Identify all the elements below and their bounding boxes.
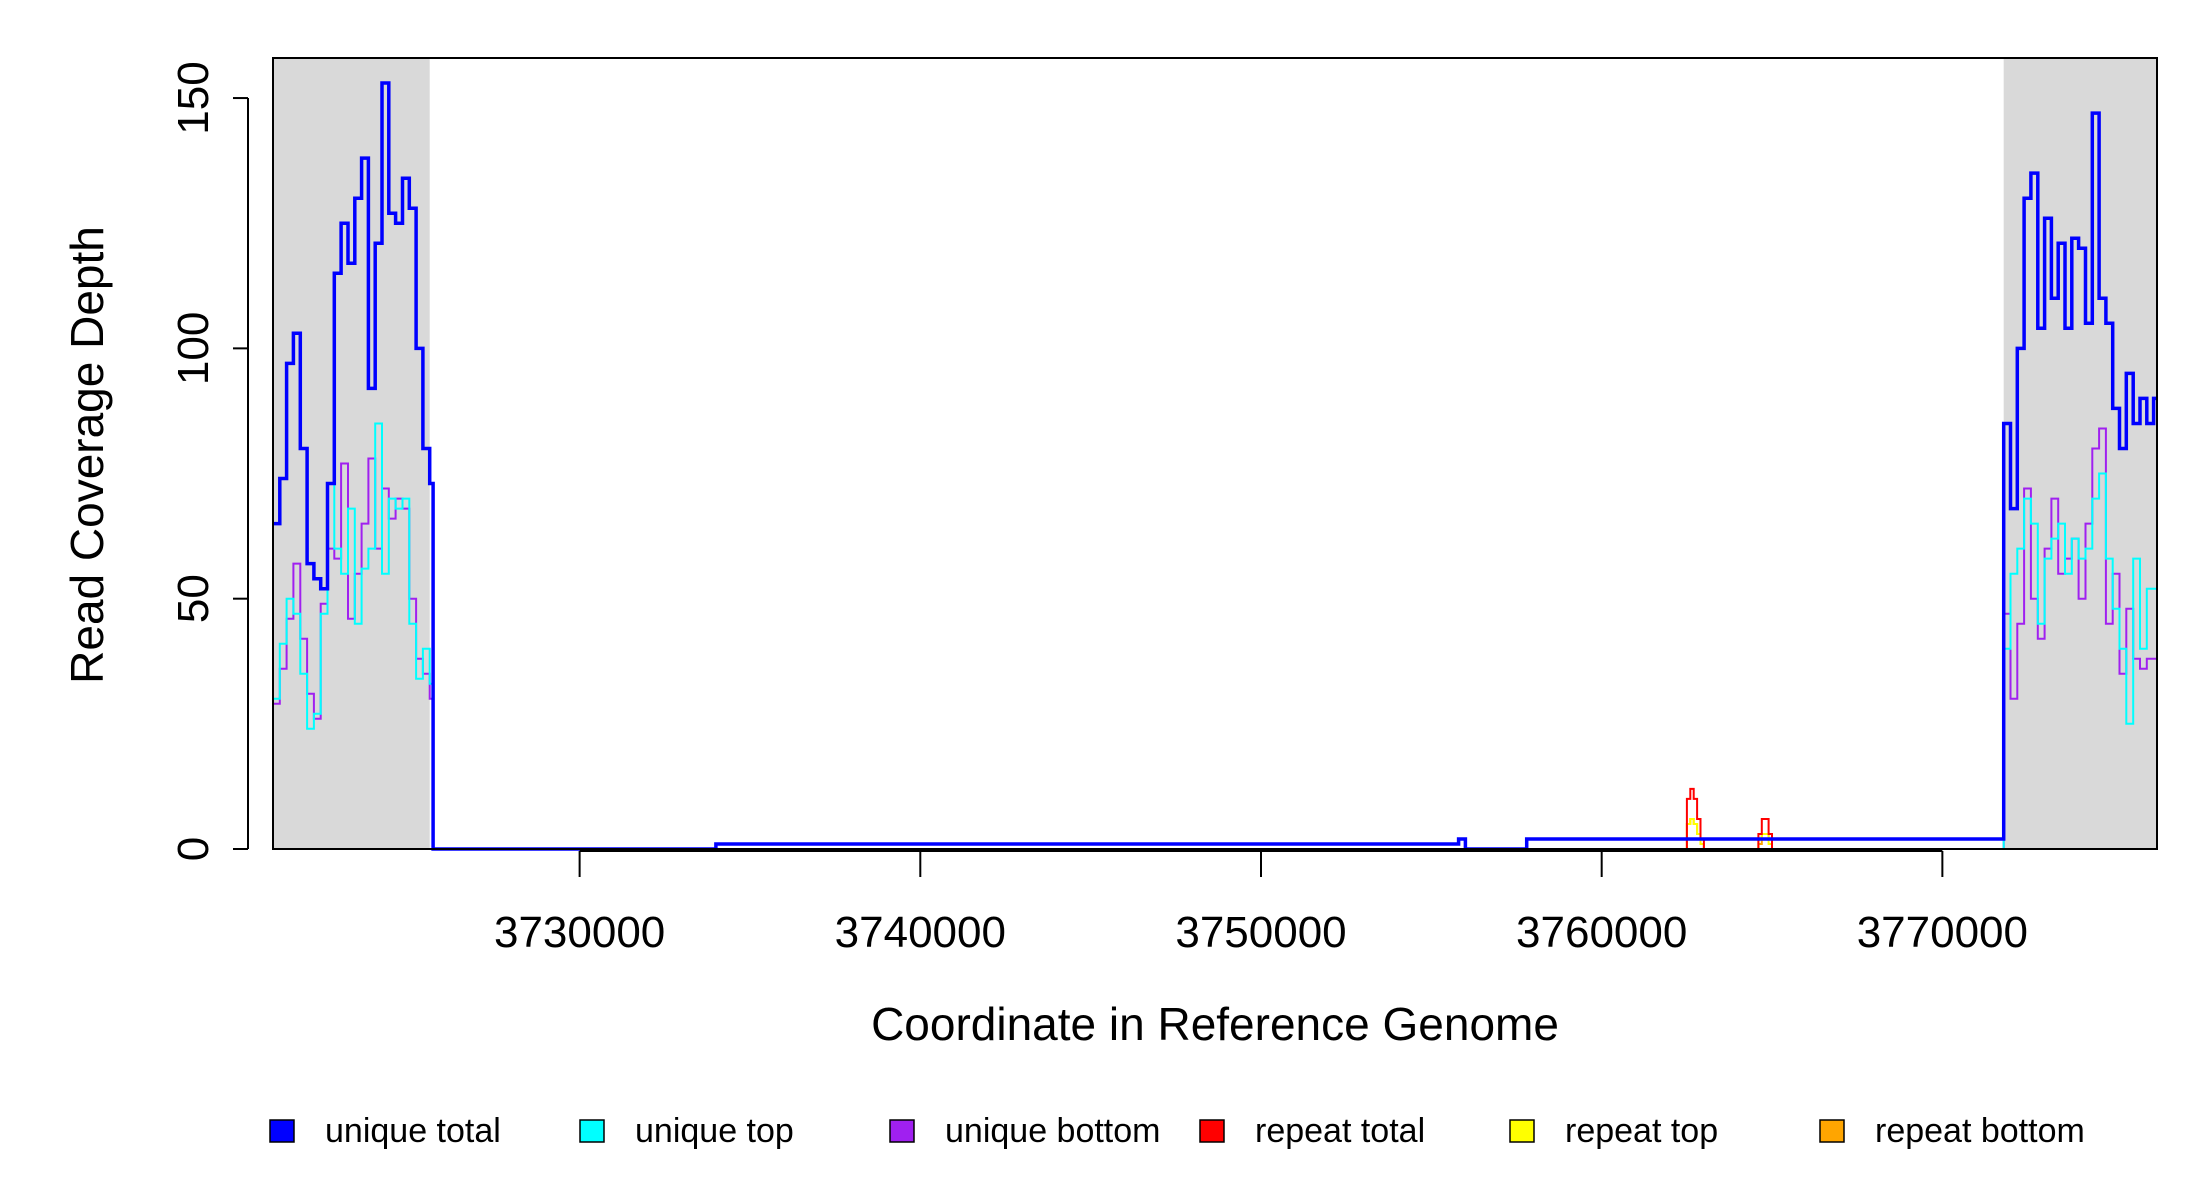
legend-item: unique bottom [889, 1112, 1161, 1150]
x-axis: 3730000 3740000 3750000 3760000 3770000 [494, 850, 2028, 957]
series-lines [273, 81, 2157, 851]
x-tick-label: 3740000 [835, 908, 1006, 957]
x-tick-label: 3760000 [1516, 908, 1687, 957]
legend-label: repeat total [1255, 1112, 1425, 1150]
legend-item: unique top [579, 1112, 794, 1150]
y-tick-label: 100 [169, 312, 218, 385]
x-tick-label: 3770000 [1857, 908, 2028, 957]
legend-label: unique top [635, 1112, 794, 1150]
x-axis-title: Coordinate in Reference Genome [871, 998, 1559, 1050]
y-tick-label: 150 [169, 61, 218, 134]
shaded-region-2 [2003, 58, 2157, 849]
legend-item: repeat total [1199, 1112, 1425, 1150]
legend-item: unique total [269, 1112, 501, 1150]
series-line-unique-bottom [273, 427, 2157, 850]
legend-swatch [269, 1119, 295, 1143]
x-tick-label: 3750000 [1175, 908, 1346, 957]
legend: unique total unique top unique bottom repea… [269, 1112, 2085, 1150]
legend-swatch [579, 1119, 605, 1143]
legend-swatch [1509, 1119, 1535, 1143]
legend-label: repeat bottom [1875, 1112, 2085, 1150]
x-tick-label: 3730000 [494, 908, 665, 957]
series-line-unique-top [273, 422, 2157, 850]
legend-label: repeat top [1565, 1112, 1718, 1150]
y-tick-label: 0 [169, 837, 218, 861]
legend-swatch [1199, 1119, 1225, 1143]
shaded-regions [273, 58, 2157, 849]
y-tick-label: 50 [169, 574, 218, 623]
y-axis: 0 50 100 150 [169, 61, 249, 861]
plot-frame [272, 57, 2158, 850]
legend-item: repeat bottom [1819, 1112, 2085, 1150]
legend-swatch [1819, 1119, 1845, 1143]
series-line-unique-total [273, 81, 2157, 851]
legend-label: unique bottom [945, 1112, 1161, 1150]
legend-swatch [889, 1119, 915, 1143]
legend-item: repeat top [1509, 1112, 1718, 1150]
y-axis-title: Read Coverage Depth [61, 226, 113, 684]
legend-label: unique total [325, 1112, 501, 1150]
